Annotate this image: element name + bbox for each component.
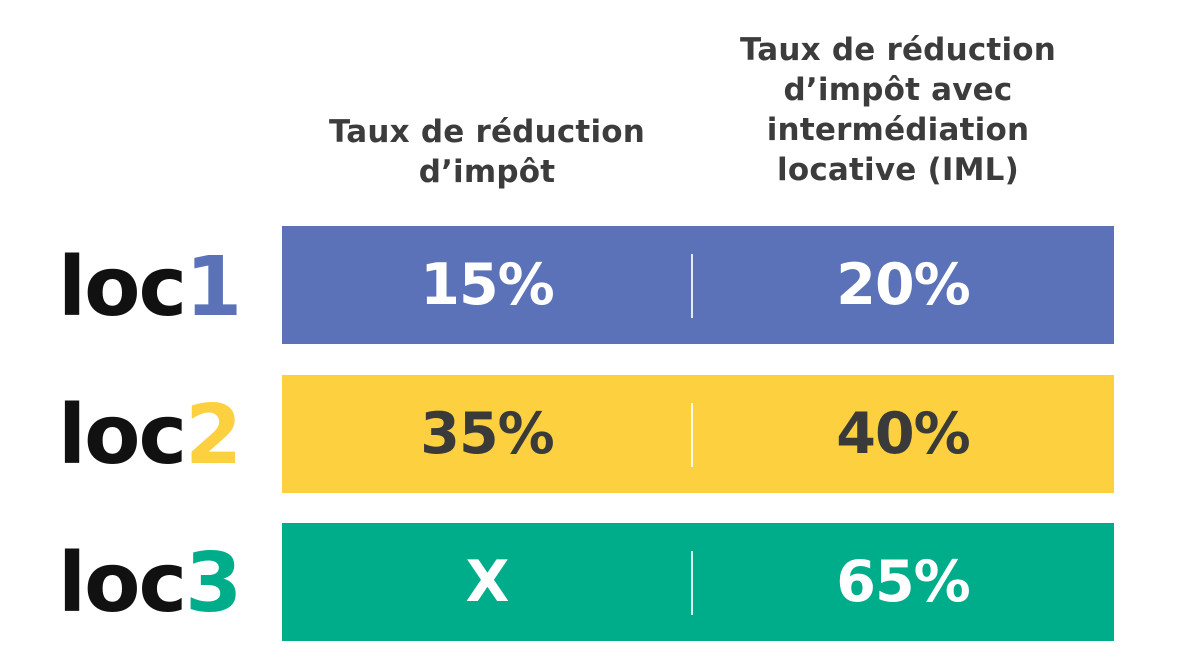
rate-band-loc1: 15% 20% (282, 226, 1114, 344)
row-label-prefix: loc (58, 240, 187, 335)
row-label-number: 3 (185, 536, 242, 631)
column-divider (691, 551, 693, 615)
rate-band-loc3: X 65% (282, 523, 1114, 641)
row-label-number: 2 (185, 388, 242, 483)
column-header-tax-reduction-rate: Taux de réduction d’impôt (328, 114, 646, 190)
row-label-prefix: loc (58, 536, 187, 631)
row-label-loc3: loc3 (58, 543, 258, 625)
rate-cell: 15% (420, 252, 554, 318)
rate-cell: 35% (420, 401, 554, 467)
rate-iml-cell: 65% (836, 549, 970, 615)
rate-iml-cell: 20% (836, 252, 970, 318)
row-label-loc2: loc2 (58, 395, 258, 477)
rate-band-loc2: 35% 40% (282, 375, 1114, 493)
column-divider (691, 254, 693, 318)
row-label-number: 1 (185, 240, 242, 335)
column-header-tax-reduction-rate-iml: Taux de réduction d’impôt avec intermédi… (739, 32, 1057, 188)
rate-cell: X (465, 549, 510, 615)
column-divider (691, 403, 693, 467)
row-label-prefix: loc (58, 388, 187, 483)
rate-iml-cell: 40% (836, 401, 970, 467)
row-label-loc1: loc1 (58, 247, 258, 329)
